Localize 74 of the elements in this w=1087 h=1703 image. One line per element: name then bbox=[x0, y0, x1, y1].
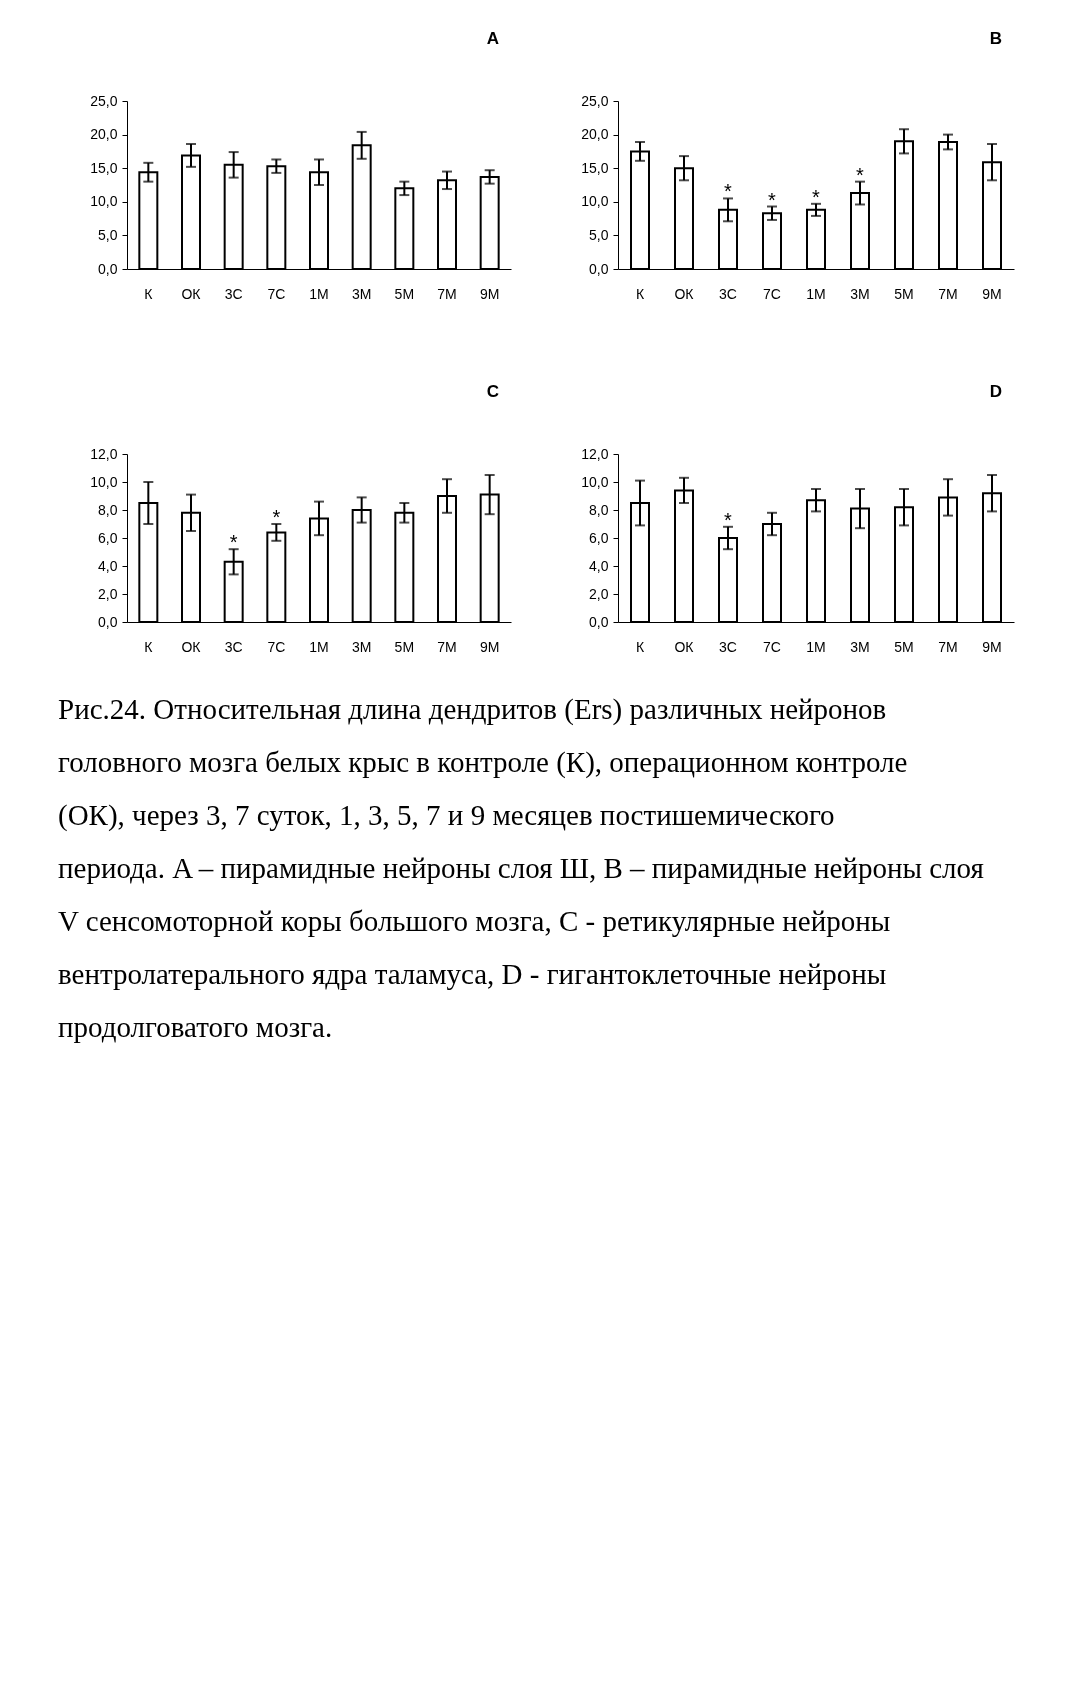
y-tick-label: 12,0 bbox=[90, 445, 118, 462]
y-tick-label: 4,0 bbox=[589, 557, 609, 574]
x-tick-label: 9М bbox=[982, 638, 1002, 655]
annotation: * bbox=[724, 180, 733, 203]
x-tick-label: 5М bbox=[894, 638, 914, 655]
y-tick-label: 15,0 bbox=[90, 159, 118, 176]
annotation: * bbox=[812, 185, 821, 208]
annotation: * bbox=[229, 531, 238, 554]
x-tick-label: 9М bbox=[479, 638, 500, 655]
x-tick-label: 3М bbox=[351, 285, 372, 302]
x-tick-label: К bbox=[144, 285, 154, 302]
y-tick-label: 12,0 bbox=[581, 445, 609, 462]
y-tick-label: 0,0 bbox=[98, 260, 118, 277]
x-tick-label: 3М bbox=[351, 638, 372, 655]
y-tick-label: 0,0 bbox=[589, 613, 609, 630]
x-tick-label: 1М bbox=[309, 285, 329, 302]
x-tick-label: 1М bbox=[309, 638, 329, 655]
y-tick-label: 6,0 bbox=[589, 529, 609, 546]
chart-title: A bbox=[486, 29, 499, 48]
x-tick-label: ОК bbox=[181, 285, 202, 302]
y-tick-label: 10,0 bbox=[90, 473, 118, 490]
x-tick-label: 3С bbox=[719, 285, 737, 302]
x-tick-label: ОК bbox=[674, 285, 695, 302]
y-tick-label: 8,0 bbox=[98, 501, 118, 518]
x-tick-label: 7М bbox=[437, 285, 457, 302]
y-tick-label: 10,0 bbox=[581, 193, 609, 210]
y-tick-label: 2,0 bbox=[98, 585, 118, 602]
x-tick-label: 1М bbox=[806, 285, 826, 302]
y-tick-label: 5,0 bbox=[98, 226, 118, 243]
x-tick-label: 5М bbox=[394, 638, 415, 655]
y-tick-label: 5,0 bbox=[589, 226, 609, 243]
chart-title: D bbox=[989, 382, 1002, 401]
x-tick-label: 7М bbox=[437, 638, 457, 655]
annotation: * bbox=[272, 506, 281, 528]
x-tick-label: 5М bbox=[394, 285, 415, 302]
y-tick-label: 20,0 bbox=[581, 126, 609, 143]
y-tick-label: 10,0 bbox=[581, 473, 609, 490]
y-tick-label: 25,0 bbox=[90, 92, 118, 109]
x-tick-label: 7М bbox=[938, 638, 958, 655]
x-tick-label: 3С bbox=[719, 638, 737, 655]
y-tick-label: 15,0 bbox=[581, 159, 609, 176]
y-tick-label: 6,0 bbox=[98, 529, 118, 546]
y-tick-label: 8,0 bbox=[589, 501, 609, 518]
x-tick-label: 3С bbox=[224, 285, 243, 302]
x-tick-label: 7М bbox=[938, 285, 958, 302]
x-tick-label: 3С bbox=[224, 638, 243, 655]
x-tick-label: 7С bbox=[267, 638, 286, 655]
y-tick-label: 25,0 bbox=[581, 92, 609, 109]
y-tick-label: 2,0 bbox=[589, 585, 609, 602]
x-tick-label: 9М bbox=[479, 285, 500, 302]
text: Рис.24. Относительная длина дендритов (Ers) различных нейронов головного мозга белых крыс в контроле (К), операционном контроле (ОК), через 3, 7 суток, 1, 3, 5, 7 и 9 месяцев постишемического периода. A – пирамидные нейроны слоя Ш, B – пирамидные нейроны слоя V сенсомоторной коры большого мозга, C - ретикулярные нейроны вентролатерального ядра таламуса, D - гигантоклеточные нейроны продолговатого мозга. bbox=[58, 693, 984, 1043]
x-tick-label: К bbox=[144, 638, 154, 655]
x-tick-label: ОК bbox=[674, 638, 695, 655]
x-tick-label: 3М bbox=[850, 638, 870, 655]
y-tick-label: 20,0 bbox=[90, 126, 118, 143]
x-tick-label: 3М bbox=[850, 285, 870, 302]
x-tick-label: ОК bbox=[181, 638, 202, 655]
chart-title: B bbox=[989, 29, 1002, 48]
chart-title: C bbox=[486, 382, 499, 401]
x-tick-label: 1М bbox=[806, 638, 826, 655]
x-tick-label: 7С bbox=[267, 285, 286, 302]
y-tick-label: 0,0 bbox=[589, 260, 609, 277]
annotation: * bbox=[856, 163, 865, 186]
x-tick-label: 7С bbox=[763, 285, 781, 302]
y-tick-label: 0,0 bbox=[98, 613, 118, 630]
annotation: * bbox=[724, 508, 733, 531]
x-tick-label: 7С bbox=[763, 638, 781, 655]
x-tick-label: 9М bbox=[982, 285, 1002, 302]
x-tick-label: К bbox=[635, 285, 645, 302]
x-tick-label: 5М bbox=[894, 285, 914, 302]
y-tick-label: 10,0 bbox=[90, 193, 118, 210]
x-tick-label: К bbox=[635, 638, 645, 655]
y-tick-label: 4,0 bbox=[98, 557, 118, 574]
annotation: * bbox=[768, 188, 777, 211]
